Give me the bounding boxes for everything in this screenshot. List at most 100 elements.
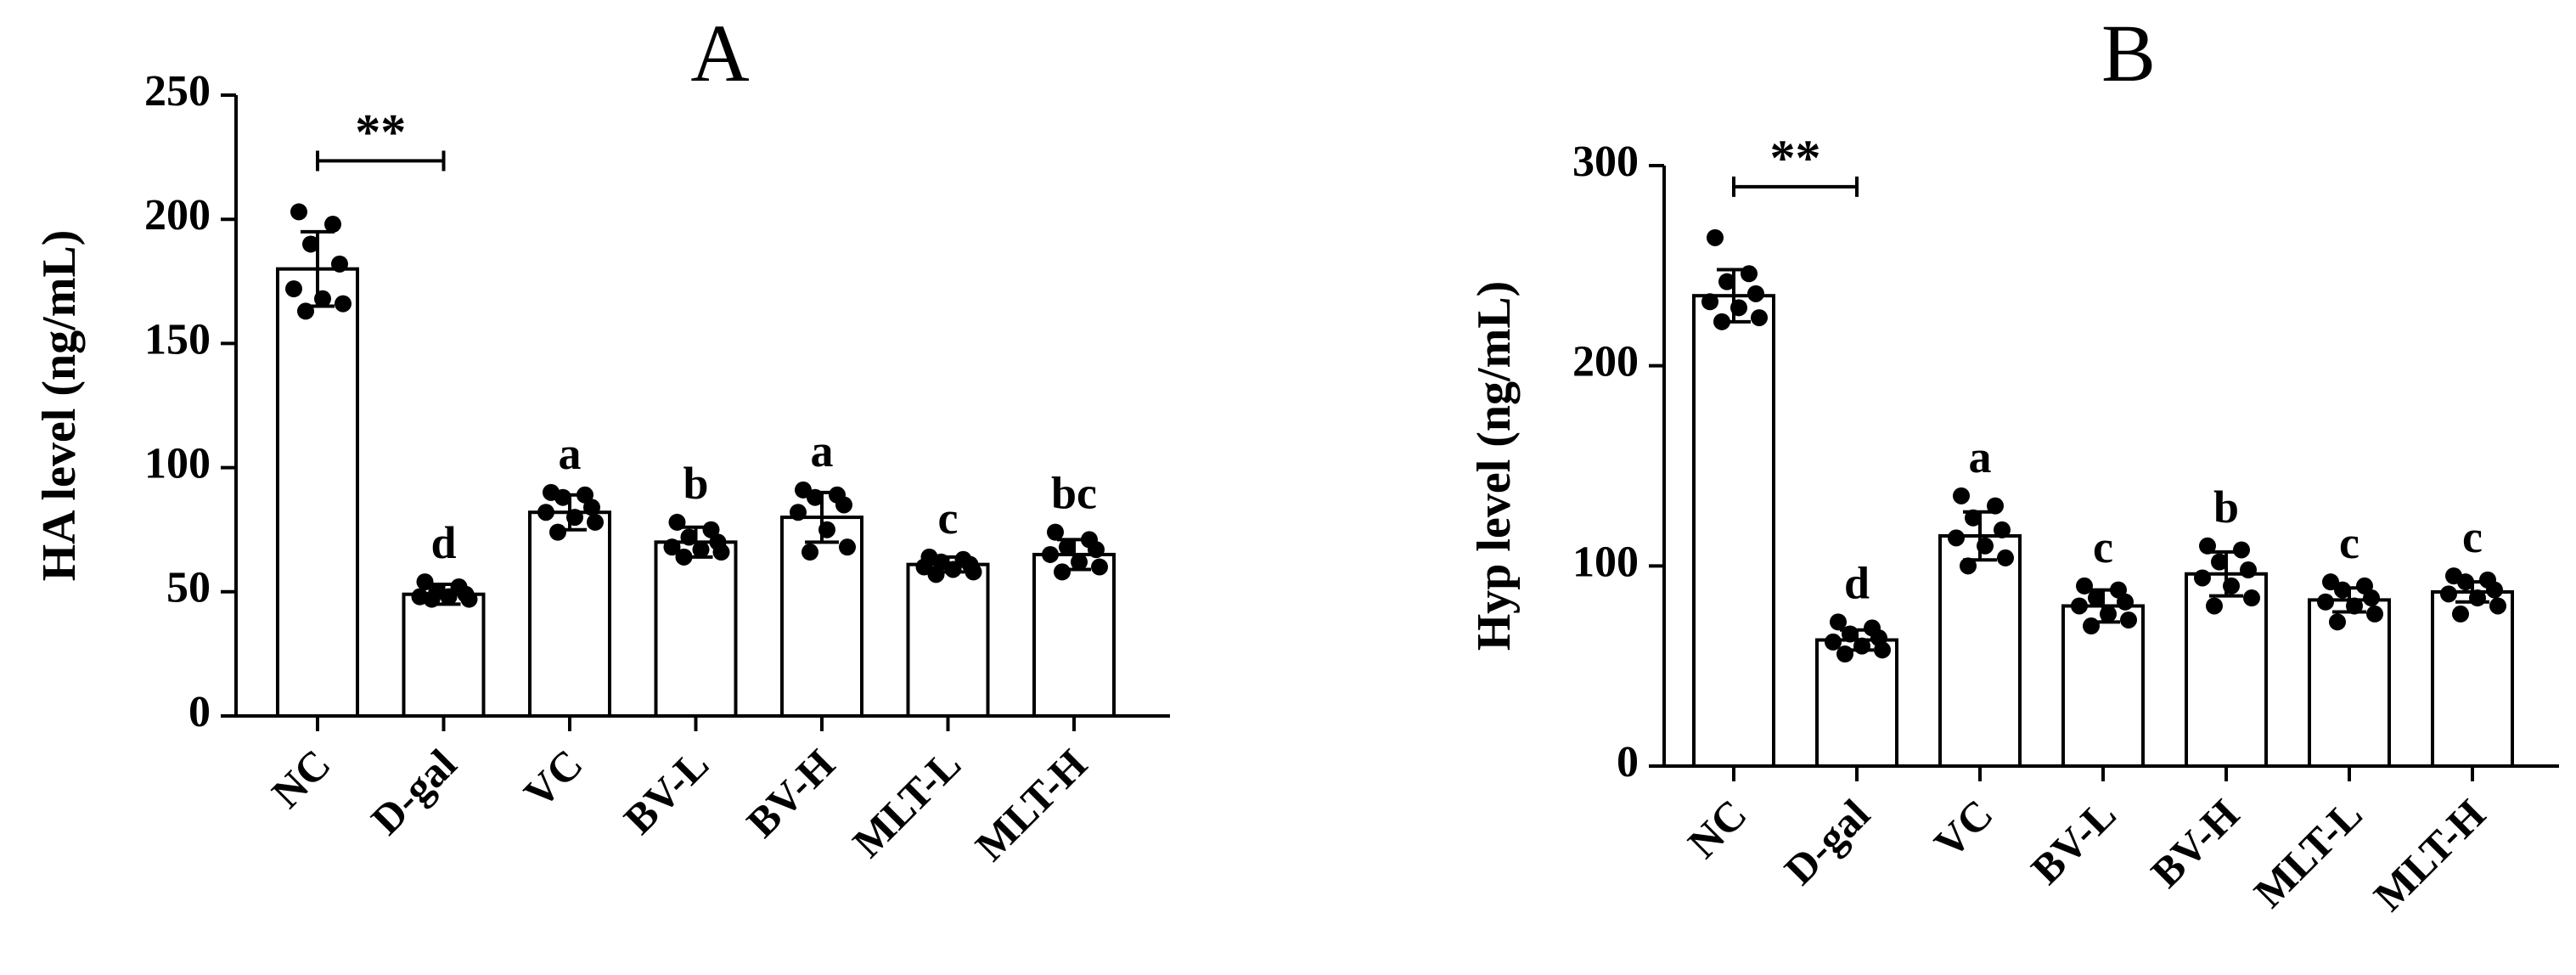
data-point xyxy=(801,544,818,561)
x-tick-label: NC xyxy=(262,740,340,817)
significance-letter: bc xyxy=(1051,468,1097,519)
significance-letter: b xyxy=(2213,482,2239,533)
significance-letter: c xyxy=(2462,511,2483,562)
data-point xyxy=(807,488,824,506)
significance-letter: d xyxy=(430,517,456,568)
data-point xyxy=(1747,285,1764,302)
data-point xyxy=(2469,589,2486,607)
data-point xyxy=(2211,553,2228,571)
x-tick-label: MLT-L xyxy=(2245,790,2371,916)
data-point xyxy=(2322,573,2339,591)
data-point xyxy=(1701,293,1718,311)
bar-MLT-L xyxy=(2308,598,2391,768)
y-tick-label: 0 xyxy=(1617,738,1639,786)
x-tick-label: VC xyxy=(1925,790,2002,867)
data-point xyxy=(1830,613,1847,631)
data-point xyxy=(835,496,852,514)
x-tick-label: MLT-L xyxy=(843,740,970,866)
x-tick-label: BV-L xyxy=(2022,790,2124,893)
bar-MLT-L xyxy=(906,562,990,718)
significance-stars: ** xyxy=(1770,130,1821,186)
data-point xyxy=(1741,265,1758,283)
data-point xyxy=(331,255,348,273)
data-point xyxy=(1994,521,2011,538)
data-point xyxy=(1059,538,1076,556)
data-point xyxy=(2117,593,2134,611)
data-point xyxy=(712,544,730,561)
y-axis-label: Hyp level (ng/mL) xyxy=(1468,281,1521,651)
data-point xyxy=(460,590,478,608)
x-tick-label: MLT-H xyxy=(2365,790,2494,920)
x-tick-label: BV-H xyxy=(737,740,843,846)
data-point xyxy=(1853,637,1870,655)
data-point xyxy=(1042,545,1059,563)
chart-panel-B: B Hyp level (ng/mL) 0 100 200 300 NC d D-gal a VC c… xyxy=(1468,8,2559,920)
data-point xyxy=(927,566,945,583)
data-point xyxy=(2346,597,2363,615)
data-point xyxy=(285,280,302,298)
data-point xyxy=(1836,645,1853,663)
data-point xyxy=(1707,228,1724,246)
data-point xyxy=(2334,581,2351,599)
data-point xyxy=(440,588,458,606)
y-tick-label: 50 xyxy=(166,564,211,612)
data-point xyxy=(2452,605,2469,623)
data-point xyxy=(2100,605,2117,623)
data-point xyxy=(1091,558,1108,576)
data-point xyxy=(675,548,693,566)
data-point xyxy=(2083,617,2100,635)
panel-label: B xyxy=(2101,8,2156,99)
data-point xyxy=(1948,529,1965,547)
data-point xyxy=(1047,523,1064,541)
bar-VC xyxy=(1938,533,2022,768)
data-point xyxy=(577,486,593,504)
data-point xyxy=(2329,613,2346,631)
data-point xyxy=(2363,589,2380,607)
data-point xyxy=(663,538,681,556)
data-point xyxy=(549,523,566,541)
data-point xyxy=(2194,569,2211,587)
data-point xyxy=(839,538,856,556)
data-point xyxy=(2317,593,2334,611)
data-point xyxy=(1088,541,1105,559)
data-point xyxy=(702,521,720,538)
y-tick-label: 250 xyxy=(144,67,211,116)
y-tick-label: 200 xyxy=(1572,338,1639,386)
significance-letter: a xyxy=(559,428,582,479)
data-point xyxy=(554,488,571,506)
x-tick-label: VC xyxy=(515,740,592,817)
data-point xyxy=(2223,577,2240,595)
y-tick-label: 100 xyxy=(1572,538,1639,586)
significance-letter: a xyxy=(811,426,834,476)
x-tick-label: D-gal xyxy=(1775,790,1879,893)
y-tick-label: 300 xyxy=(1572,138,1639,186)
y-tick-label: 100 xyxy=(144,440,211,488)
data-point xyxy=(416,573,434,591)
data-point xyxy=(583,499,600,516)
significance-letter: d xyxy=(1844,557,1870,608)
data-point xyxy=(297,302,314,320)
data-point xyxy=(1825,633,1842,651)
data-point xyxy=(692,541,710,559)
y-tick-label: 150 xyxy=(144,315,211,364)
data-point xyxy=(1987,497,2004,515)
data-point xyxy=(1842,625,1859,643)
bar-MLT-H xyxy=(2431,589,2514,768)
data-point xyxy=(1997,549,2014,566)
data-point xyxy=(2366,605,2383,623)
data-point xyxy=(1874,641,1891,659)
data-point xyxy=(1718,273,1735,290)
data-point xyxy=(566,509,583,527)
x-tick-label: BV-H xyxy=(2141,790,2247,896)
panel-label: A xyxy=(690,8,749,99)
significance-stars: ** xyxy=(355,104,406,160)
x-tick-label: BV-L xyxy=(615,740,717,843)
y-tick-label: 0 xyxy=(188,688,211,736)
data-point xyxy=(2233,541,2250,559)
bar-VC xyxy=(528,510,611,718)
data-point xyxy=(2243,589,2260,607)
data-point xyxy=(2120,611,2137,628)
data-point xyxy=(2076,577,2093,595)
